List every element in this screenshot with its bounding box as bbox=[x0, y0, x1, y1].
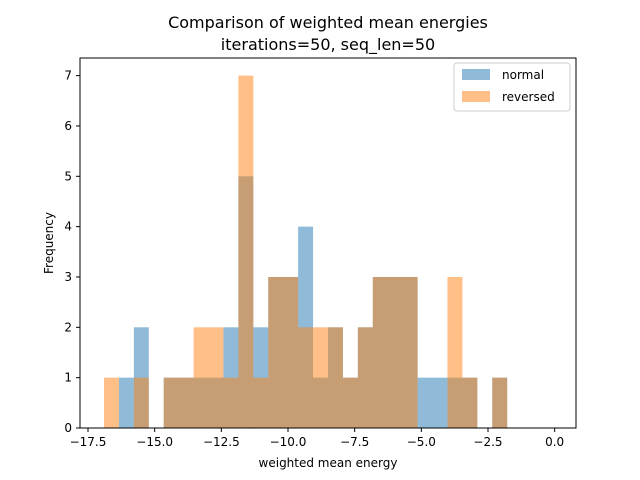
bar-reversed-4 bbox=[163, 377, 179, 428]
bar-reversed-5 bbox=[178, 377, 194, 428]
y-tick-label: 4 bbox=[64, 220, 72, 234]
plot-frame bbox=[79, 57, 577, 429]
bar-reversed-19 bbox=[387, 276, 403, 428]
legend-swatch-reversed bbox=[462, 91, 490, 102]
y-tick-label: 1 bbox=[64, 371, 72, 385]
bar-reversed-2 bbox=[133, 377, 149, 428]
legend-label-normal: normal bbox=[502, 68, 544, 82]
legend: normal reversed bbox=[453, 62, 571, 112]
y-tick-label: 3 bbox=[64, 270, 72, 284]
y-tick-label: 0 bbox=[64, 421, 72, 435]
bar-reversed-8 bbox=[223, 377, 239, 428]
bar-reversed-23 bbox=[447, 276, 463, 428]
bar-reversed-6 bbox=[193, 327, 209, 428]
x-tick-label: −2.5 bbox=[473, 435, 502, 449]
bar-normal-21 bbox=[417, 377, 433, 428]
x-tick-label: −5.0 bbox=[407, 435, 436, 449]
bar-reversed-16 bbox=[342, 377, 358, 428]
legend-label-reversed: reversed bbox=[502, 90, 555, 104]
x-tick-label: −10.0 bbox=[270, 435, 307, 449]
chart-title: Comparison of weighted mean energies bbox=[168, 13, 488, 32]
x-axis-ticks: −17.5 −15.0 −12.5 −10.0 −7.5 −5.0 −2.5 0.0 bbox=[70, 428, 564, 449]
y-tick-label: 2 bbox=[64, 320, 72, 334]
x-tick-label: −17.5 bbox=[70, 435, 107, 449]
bar-reversed-26 bbox=[492, 377, 508, 428]
bar-reversed-17 bbox=[357, 327, 373, 428]
bar-reversed-20 bbox=[402, 276, 418, 428]
x-tick-label: −15.0 bbox=[136, 435, 173, 449]
bar-reversed-12 bbox=[283, 276, 299, 428]
chart-subtitle: iterations=50, seq_len=50 bbox=[221, 35, 435, 55]
bar-reversed-24 bbox=[462, 377, 478, 428]
bar-normal-22 bbox=[432, 377, 448, 428]
x-tick-label: −7.5 bbox=[340, 435, 369, 449]
x-tick-label: −12.5 bbox=[203, 435, 240, 449]
y-tick-label: 7 bbox=[64, 69, 72, 83]
y-axis-ticks: 0 1 2 3 4 5 6 7 bbox=[64, 69, 80, 435]
bar-reversed-7 bbox=[208, 327, 224, 428]
bar-reversed-11 bbox=[268, 276, 284, 428]
x-tick-label: 0.0 bbox=[545, 435, 564, 449]
bar-reversed-0 bbox=[104, 377, 119, 428]
bar-reversed-18 bbox=[372, 276, 388, 428]
bar-reversed-9 bbox=[238, 75, 254, 428]
y-tick-label: 6 bbox=[64, 119, 72, 133]
y-axis-label: Frequency bbox=[42, 212, 56, 274]
bar-reversed-15 bbox=[328, 327, 343, 428]
bars-layer bbox=[104, 75, 508, 428]
legend-swatch-normal bbox=[462, 69, 490, 80]
y-tick-label: 5 bbox=[64, 169, 72, 183]
bar-normal-1 bbox=[118, 377, 134, 428]
bar-reversed-10 bbox=[253, 377, 269, 428]
bar-reversed-13 bbox=[298, 327, 314, 428]
x-axis-label: weighted mean energy bbox=[259, 456, 398, 470]
bar-reversed-14 bbox=[313, 327, 328, 428]
